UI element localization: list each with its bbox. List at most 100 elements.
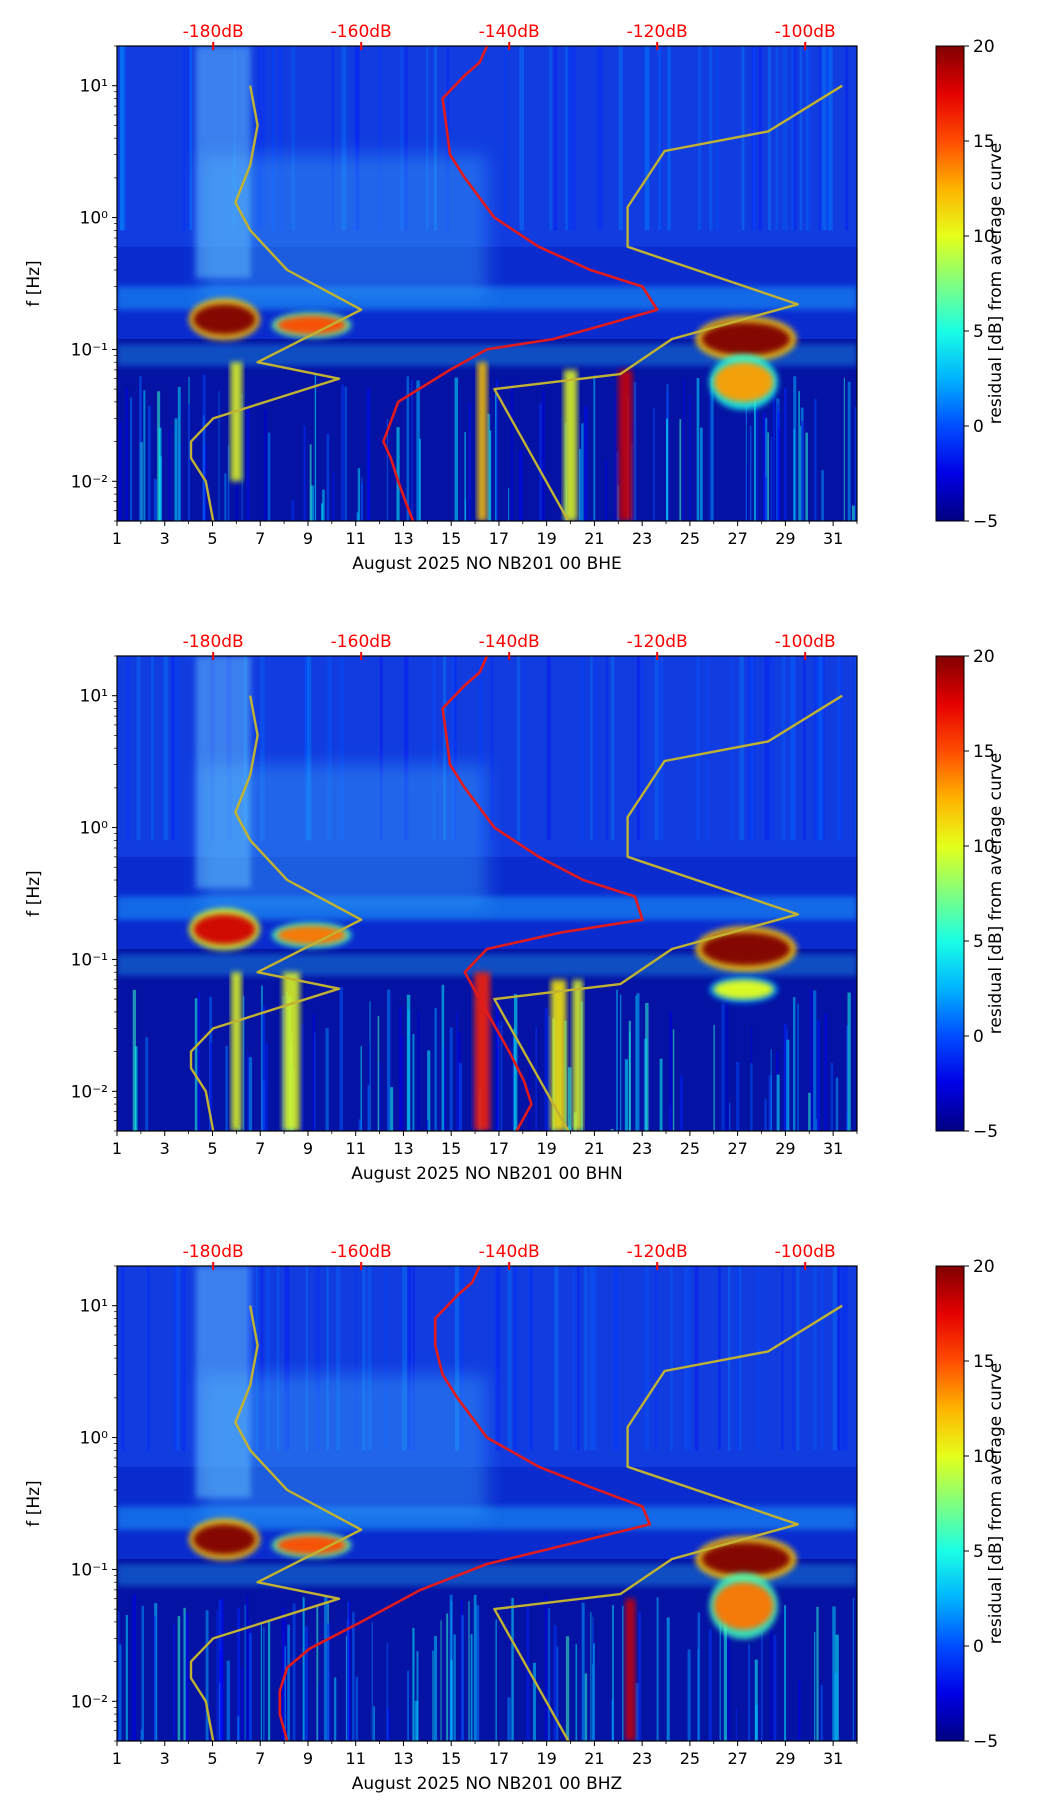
x-axis-label: August 2025 NO NB201 00 BHE	[352, 554, 622, 574]
striation	[125, 388, 129, 521]
striation	[263, 1627, 265, 1741]
upper-striation	[771, 656, 775, 841]
striation	[139, 376, 142, 521]
striation	[246, 405, 250, 521]
striation	[292, 1603, 296, 1741]
x-tick-label: 15	[441, 529, 461, 548]
striation	[495, 1619, 497, 1741]
upper-striation	[260, 656, 265, 841]
upper-striation	[796, 1266, 800, 1451]
striation	[489, 430, 492, 521]
striation	[683, 378, 685, 521]
y-tick-label: 10⁻¹	[71, 1560, 108, 1580]
upper-striation	[644, 46, 650, 231]
striation	[321, 503, 324, 521]
upper-striation	[503, 46, 507, 231]
striation	[772, 380, 776, 521]
median-curve	[278, 1266, 652, 1741]
striation	[511, 1597, 514, 1741]
upper-striation	[782, 46, 788, 231]
upper-striation	[304, 656, 310, 841]
striation	[141, 1605, 145, 1741]
striation	[188, 404, 190, 521]
upper-striation	[640, 656, 644, 841]
striation	[786, 1029, 788, 1131]
model-curve	[189, 695, 363, 1131]
striation	[847, 381, 851, 521]
upper-striation	[658, 46, 662, 231]
upper-striation	[565, 46, 569, 231]
colorbar-tick-label: 5	[973, 1542, 984, 1562]
striation	[177, 1616, 181, 1741]
striation	[419, 438, 421, 521]
striation	[267, 432, 271, 521]
upper-striation	[490, 656, 494, 841]
heatmap-hotspot	[193, 1524, 256, 1555]
striation	[652, 407, 655, 521]
upper-striation	[644, 46, 650, 231]
upper-striation	[791, 1266, 795, 1451]
upper-striation	[276, 1266, 280, 1451]
striation	[168, 429, 171, 521]
upper-striation	[257, 46, 262, 231]
upper-striation	[687, 1266, 691, 1451]
striation	[495, 393, 497, 521]
upper-striation	[136, 656, 141, 841]
striation	[352, 1611, 355, 1741]
striation	[357, 468, 361, 521]
striation	[464, 499, 467, 521]
striation	[736, 1061, 740, 1131]
upper-striation	[433, 46, 437, 231]
striation	[708, 1629, 712, 1741]
upper-striation	[495, 1266, 501, 1451]
striation	[750, 1025, 753, 1131]
x-tick-label: 11	[346, 1749, 366, 1768]
model-curve	[493, 694, 843, 1131]
striation	[130, 397, 133, 521]
striation	[449, 1027, 453, 1131]
upper-striation	[549, 46, 552, 231]
upper-striation	[412, 1266, 415, 1451]
x-tick-label: 23	[632, 1139, 652, 1158]
striation	[386, 1643, 389, 1741]
x-tick-label: 13	[393, 529, 413, 548]
striation	[265, 1043, 268, 1131]
heatmap-band	[625, 1598, 636, 1741]
striation	[184, 1612, 189, 1741]
striation	[846, 1025, 849, 1131]
striation	[548, 1015, 551, 1131]
upper-striation	[304, 656, 308, 841]
upper-striation	[584, 1266, 588, 1451]
striation	[798, 391, 800, 521]
x-tick-label: 13	[393, 1749, 413, 1768]
striation	[147, 405, 151, 521]
striation	[154, 1603, 158, 1741]
x-tick-label: 11	[346, 529, 366, 548]
striation	[567, 1067, 572, 1131]
upper-striation	[590, 656, 593, 841]
upper-striation	[654, 1266, 659, 1451]
striation	[518, 450, 523, 521]
upper-striation	[739, 656, 744, 841]
colorbar-tick-label: −5	[973, 512, 998, 532]
upper-striation	[147, 1266, 150, 1451]
y-tick-label: 10⁻²	[71, 1692, 108, 1712]
upper-striation	[843, 1266, 849, 1451]
striation	[764, 417, 768, 521]
striation	[237, 1716, 240, 1741]
top-axis-label: -160dB	[331, 632, 392, 652]
colorbar: 20 15 10 5 0 −5 residual [dB] from average cur…	[935, 1257, 1006, 1752]
striation	[154, 1615, 156, 1741]
colorbar-tick-label: 15	[973, 742, 995, 762]
upper-striation	[636, 656, 641, 841]
upper-striation	[426, 46, 429, 231]
upper-striation	[610, 656, 615, 841]
striation	[304, 1626, 309, 1741]
colorbar-tick-label: 0	[973, 1637, 984, 1657]
striation	[461, 1615, 464, 1741]
y-tick-label: 10¹	[80, 1297, 108, 1317]
striation	[407, 1670, 410, 1741]
upper-striation	[187, 46, 192, 231]
striation	[843, 377, 845, 521]
